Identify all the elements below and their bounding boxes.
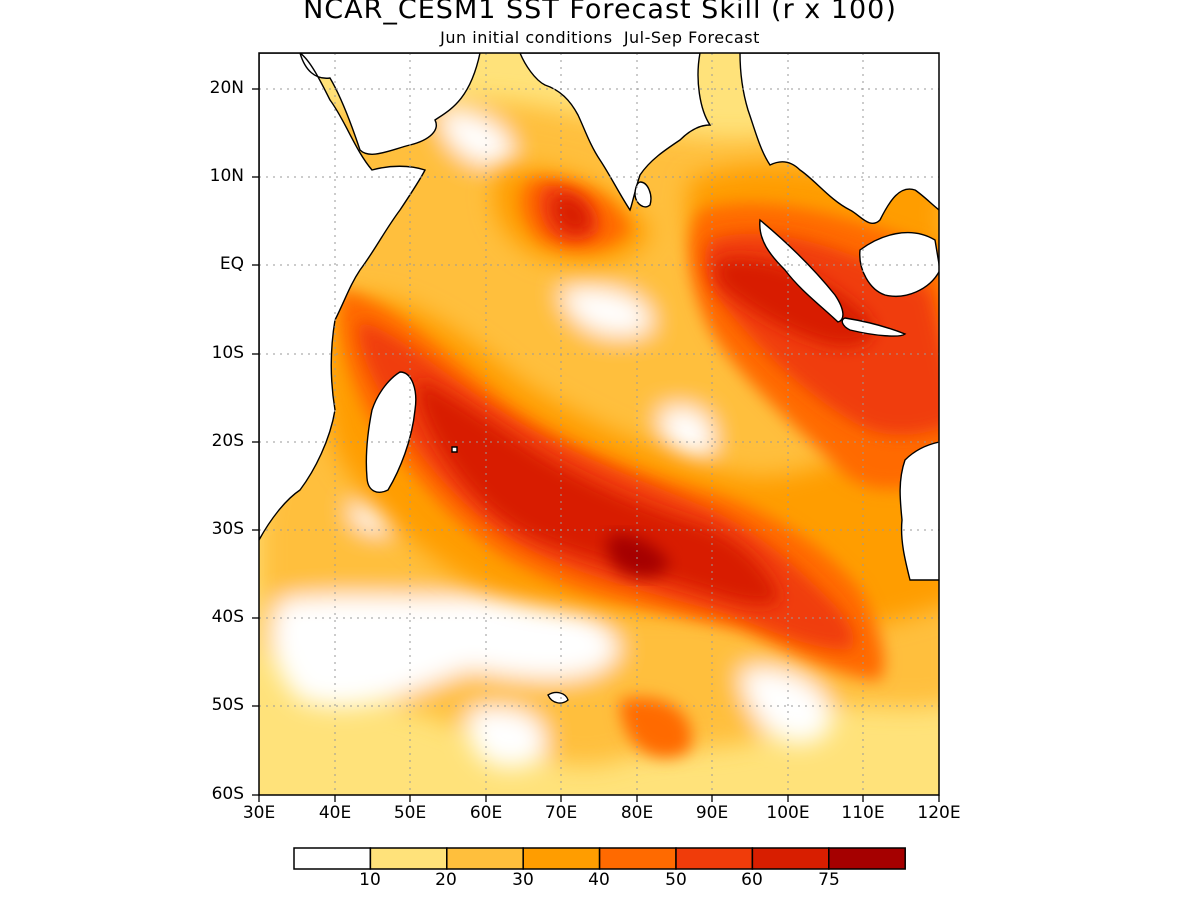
lat-label: 10N	[209, 166, 244, 186]
lon-label: 120E	[917, 803, 961, 823]
lon-label: 90E	[695, 803, 729, 823]
lon-label: 80E	[620, 803, 654, 823]
figure-subtitle: Jun initial conditions Jul-Sep Forecast	[440, 28, 760, 47]
lat-label: EQ	[219, 254, 244, 274]
lon-label: 50E	[393, 803, 427, 823]
axis-ticks	[252, 88, 940, 802]
lat-label: 20N	[209, 78, 244, 98]
colorbar-box	[751, 847, 830, 870]
lat-label: 20S	[211, 431, 244, 451]
lat-label: 10S	[211, 343, 244, 363]
colorbar-label: 60	[741, 870, 763, 890]
lon-label: 60E	[469, 803, 503, 823]
colorbar-box	[446, 847, 524, 870]
colorbar-box	[369, 847, 448, 870]
lat-label: 30S	[211, 519, 244, 539]
colorbar-box	[522, 847, 601, 870]
lat-label: 50S	[211, 695, 244, 715]
colorbar-label: 10	[359, 870, 381, 890]
colorbar-label: 20	[435, 870, 457, 890]
lon-label: 100E	[766, 803, 810, 823]
colorbar-label: 75	[818, 870, 840, 890]
figure-title: NCAR_CESM1 SST Forecast Skill (r x 100)	[303, 0, 897, 25]
colorbar-label: 40	[588, 870, 610, 890]
colorbar-box	[675, 847, 754, 870]
lat-label: 40S	[211, 607, 244, 627]
map-border	[258, 52, 940, 796]
lon-label: 30E	[242, 803, 276, 823]
colorbar-box	[828, 847, 906, 870]
coastlines	[259, 53, 939, 704]
lon-label: 40E	[318, 803, 352, 823]
colorbar-box	[598, 847, 677, 870]
colorbar-box	[293, 847, 372, 870]
colorbar-boxes	[293, 847, 906, 870]
lon-label: 70E	[544, 803, 578, 823]
gridlines	[259, 53, 939, 795]
lat-label: 60S	[211, 784, 244, 804]
skill-field	[259, 53, 939, 795]
colorbar-label: 30	[512, 870, 534, 890]
colorbar-label: 50	[665, 870, 687, 890]
lon-label: 110E	[841, 803, 885, 823]
